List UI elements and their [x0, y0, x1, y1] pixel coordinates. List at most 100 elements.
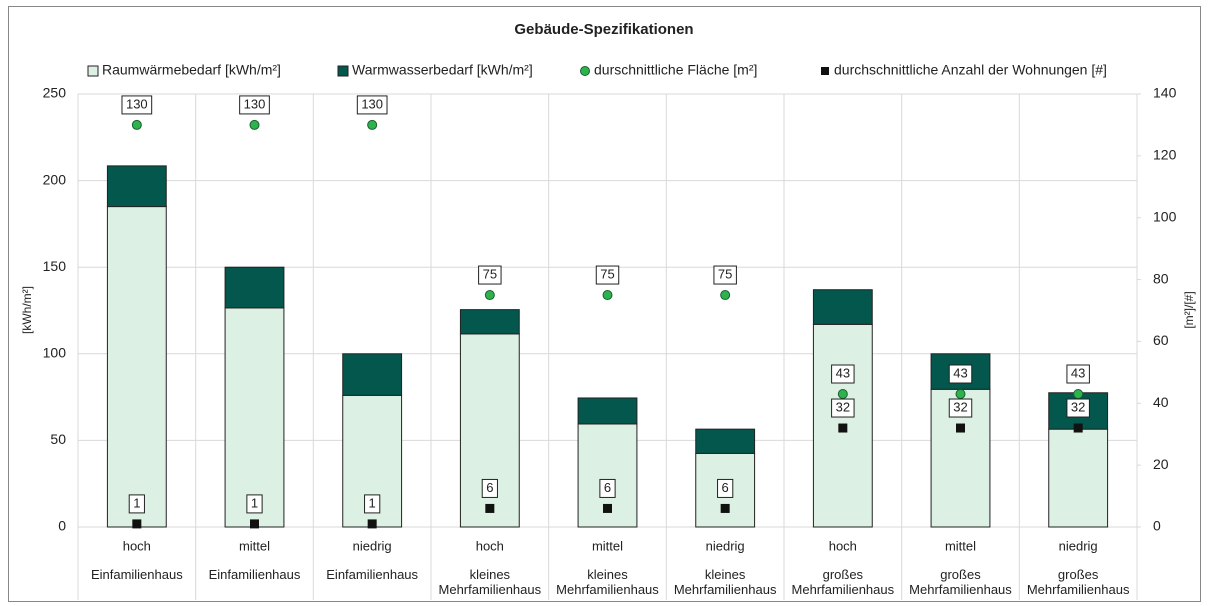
- legend-swatch: [580, 66, 590, 76]
- point: [956, 423, 965, 433]
- bar-segment: [342, 353, 403, 396]
- y-tick-label: 0: [58, 518, 66, 534]
- data-label-box: [364, 494, 381, 514]
- data-label: 6: [722, 480, 729, 495]
- y2-tick-label: 80: [1153, 270, 1169, 286]
- group-label-box: kleines Mehrfamilienhaus: [673, 567, 777, 597]
- data-label: 32: [836, 399, 850, 414]
- group-label: kleines Mehrfamilienhaus: [556, 567, 659, 597]
- data-label-box: [478, 265, 502, 285]
- y-tick-label: 100: [43, 345, 67, 361]
- legend-label: durchschnittliche Anzahl der Wohnungen […: [834, 62, 1107, 78]
- bar-segment: [1048, 428, 1109, 528]
- x-tick-label: niedrig: [1059, 538, 1098, 553]
- group-label-box: kleines Mehrfamilienhaus: [556, 567, 659, 597]
- data-label-box: [948, 398, 973, 418]
- x-tick-label: hoch: [829, 538, 857, 553]
- data-label-box: [831, 364, 855, 384]
- y2-tick-label: 60: [1153, 332, 1169, 348]
- y-tick-label: 250: [43, 85, 67, 101]
- data-label: 130: [244, 96, 266, 111]
- data-label-box: [121, 95, 153, 115]
- y2-tick-label: 100: [1153, 208, 1177, 224]
- point: [720, 290, 731, 301]
- data-label: 130: [126, 96, 148, 111]
- x-tick-label: hoch: [123, 538, 151, 553]
- data-label-box: [481, 478, 498, 498]
- bar-segment: [695, 428, 756, 454]
- data-label-box: [831, 398, 855, 418]
- data-label-box: [948, 364, 973, 384]
- y-tick-label: 50: [50, 431, 66, 447]
- bar-segment: [224, 307, 285, 528]
- x-tick-label: niedrig: [706, 538, 745, 553]
- data-label: 43: [953, 365, 967, 380]
- legend-swatch: [337, 65, 349, 77]
- point: [955, 389, 966, 400]
- data-label-box: [713, 265, 737, 285]
- data-label: 75: [600, 266, 614, 281]
- data-label: 1: [369, 495, 376, 510]
- data-label-box: [595, 265, 620, 285]
- group-label: Einfamilienhaus: [90, 567, 183, 582]
- data-label: 130: [361, 96, 383, 111]
- bar-segment: [459, 333, 520, 528]
- group-label: kleines Mehrfamilienhaus: [673, 567, 777, 597]
- point: [837, 389, 848, 400]
- legend-label: durschnittliche Fläche [m²]: [594, 62, 757, 78]
- data-label: 75: [718, 266, 732, 281]
- group-label: großes Mehrfamilienhaus: [1026, 567, 1130, 597]
- point: [838, 423, 848, 433]
- group-label-box: großes Mehrfamilienhaus: [792, 567, 895, 597]
- point: [367, 519, 377, 529]
- bar-segment: [224, 266, 285, 309]
- data-label: 1: [133, 495, 140, 510]
- y2-tick-label: 20: [1153, 456, 1169, 472]
- y2-tick-label: 0: [1153, 518, 1161, 534]
- data-label-box: [239, 95, 270, 115]
- data-label: 6: [604, 480, 611, 495]
- data-label: 6: [486, 480, 493, 495]
- point: [249, 119, 260, 130]
- bar-segment: [577, 397, 638, 425]
- x-tick-label: hoch: [476, 538, 504, 553]
- group-label: großes Mehrfamilienhaus: [909, 567, 1012, 597]
- data-label-box: [356, 95, 388, 115]
- legend-swatch: [821, 67, 829, 75]
- legend-label: Warmwasserbedarf [kWh/m²]: [352, 62, 533, 78]
- group-label: Einfamilienhaus: [326, 567, 419, 582]
- group-label-box: Einfamilienhaus: [326, 567, 419, 582]
- data-label: 32: [953, 399, 967, 414]
- y2-tick-label: 40: [1153, 394, 1169, 410]
- data-label-box: [717, 478, 734, 498]
- data-label-box: [1066, 398, 1090, 418]
- legend-label: Raumwärmebedarf [kWh/m²]: [102, 62, 281, 78]
- data-label: 43: [1071, 365, 1085, 380]
- bar-segment: [459, 309, 520, 335]
- bar-segment: [812, 289, 873, 325]
- point: [250, 519, 259, 529]
- y-tick-label: 150: [43, 258, 67, 274]
- point: [484, 290, 495, 301]
- bar-segment: [106, 165, 167, 208]
- x-tick-label: mittel: [239, 538, 270, 553]
- data-label-box: [599, 478, 616, 498]
- data-label: 32: [1071, 399, 1085, 414]
- group-label-box: kleines Mehrfamilienhaus: [438, 567, 542, 597]
- data-label: 75: [483, 266, 497, 281]
- bar-segment: [106, 206, 167, 528]
- point: [132, 519, 142, 529]
- x-tick-label: mittel: [592, 538, 623, 553]
- y2-tick-label: 140: [1153, 85, 1177, 101]
- group-label-box: Einfamilienhaus: [209, 567, 301, 582]
- group-label: kleines Mehrfamilienhaus: [438, 567, 542, 597]
- point: [367, 119, 378, 130]
- data-label: 43: [836, 365, 850, 380]
- y-tick-label: 200: [43, 171, 67, 187]
- data-label: 1: [251, 495, 258, 510]
- point: [131, 119, 142, 130]
- point: [602, 290, 613, 301]
- legend-swatch: [87, 65, 99, 77]
- point: [603, 503, 612, 513]
